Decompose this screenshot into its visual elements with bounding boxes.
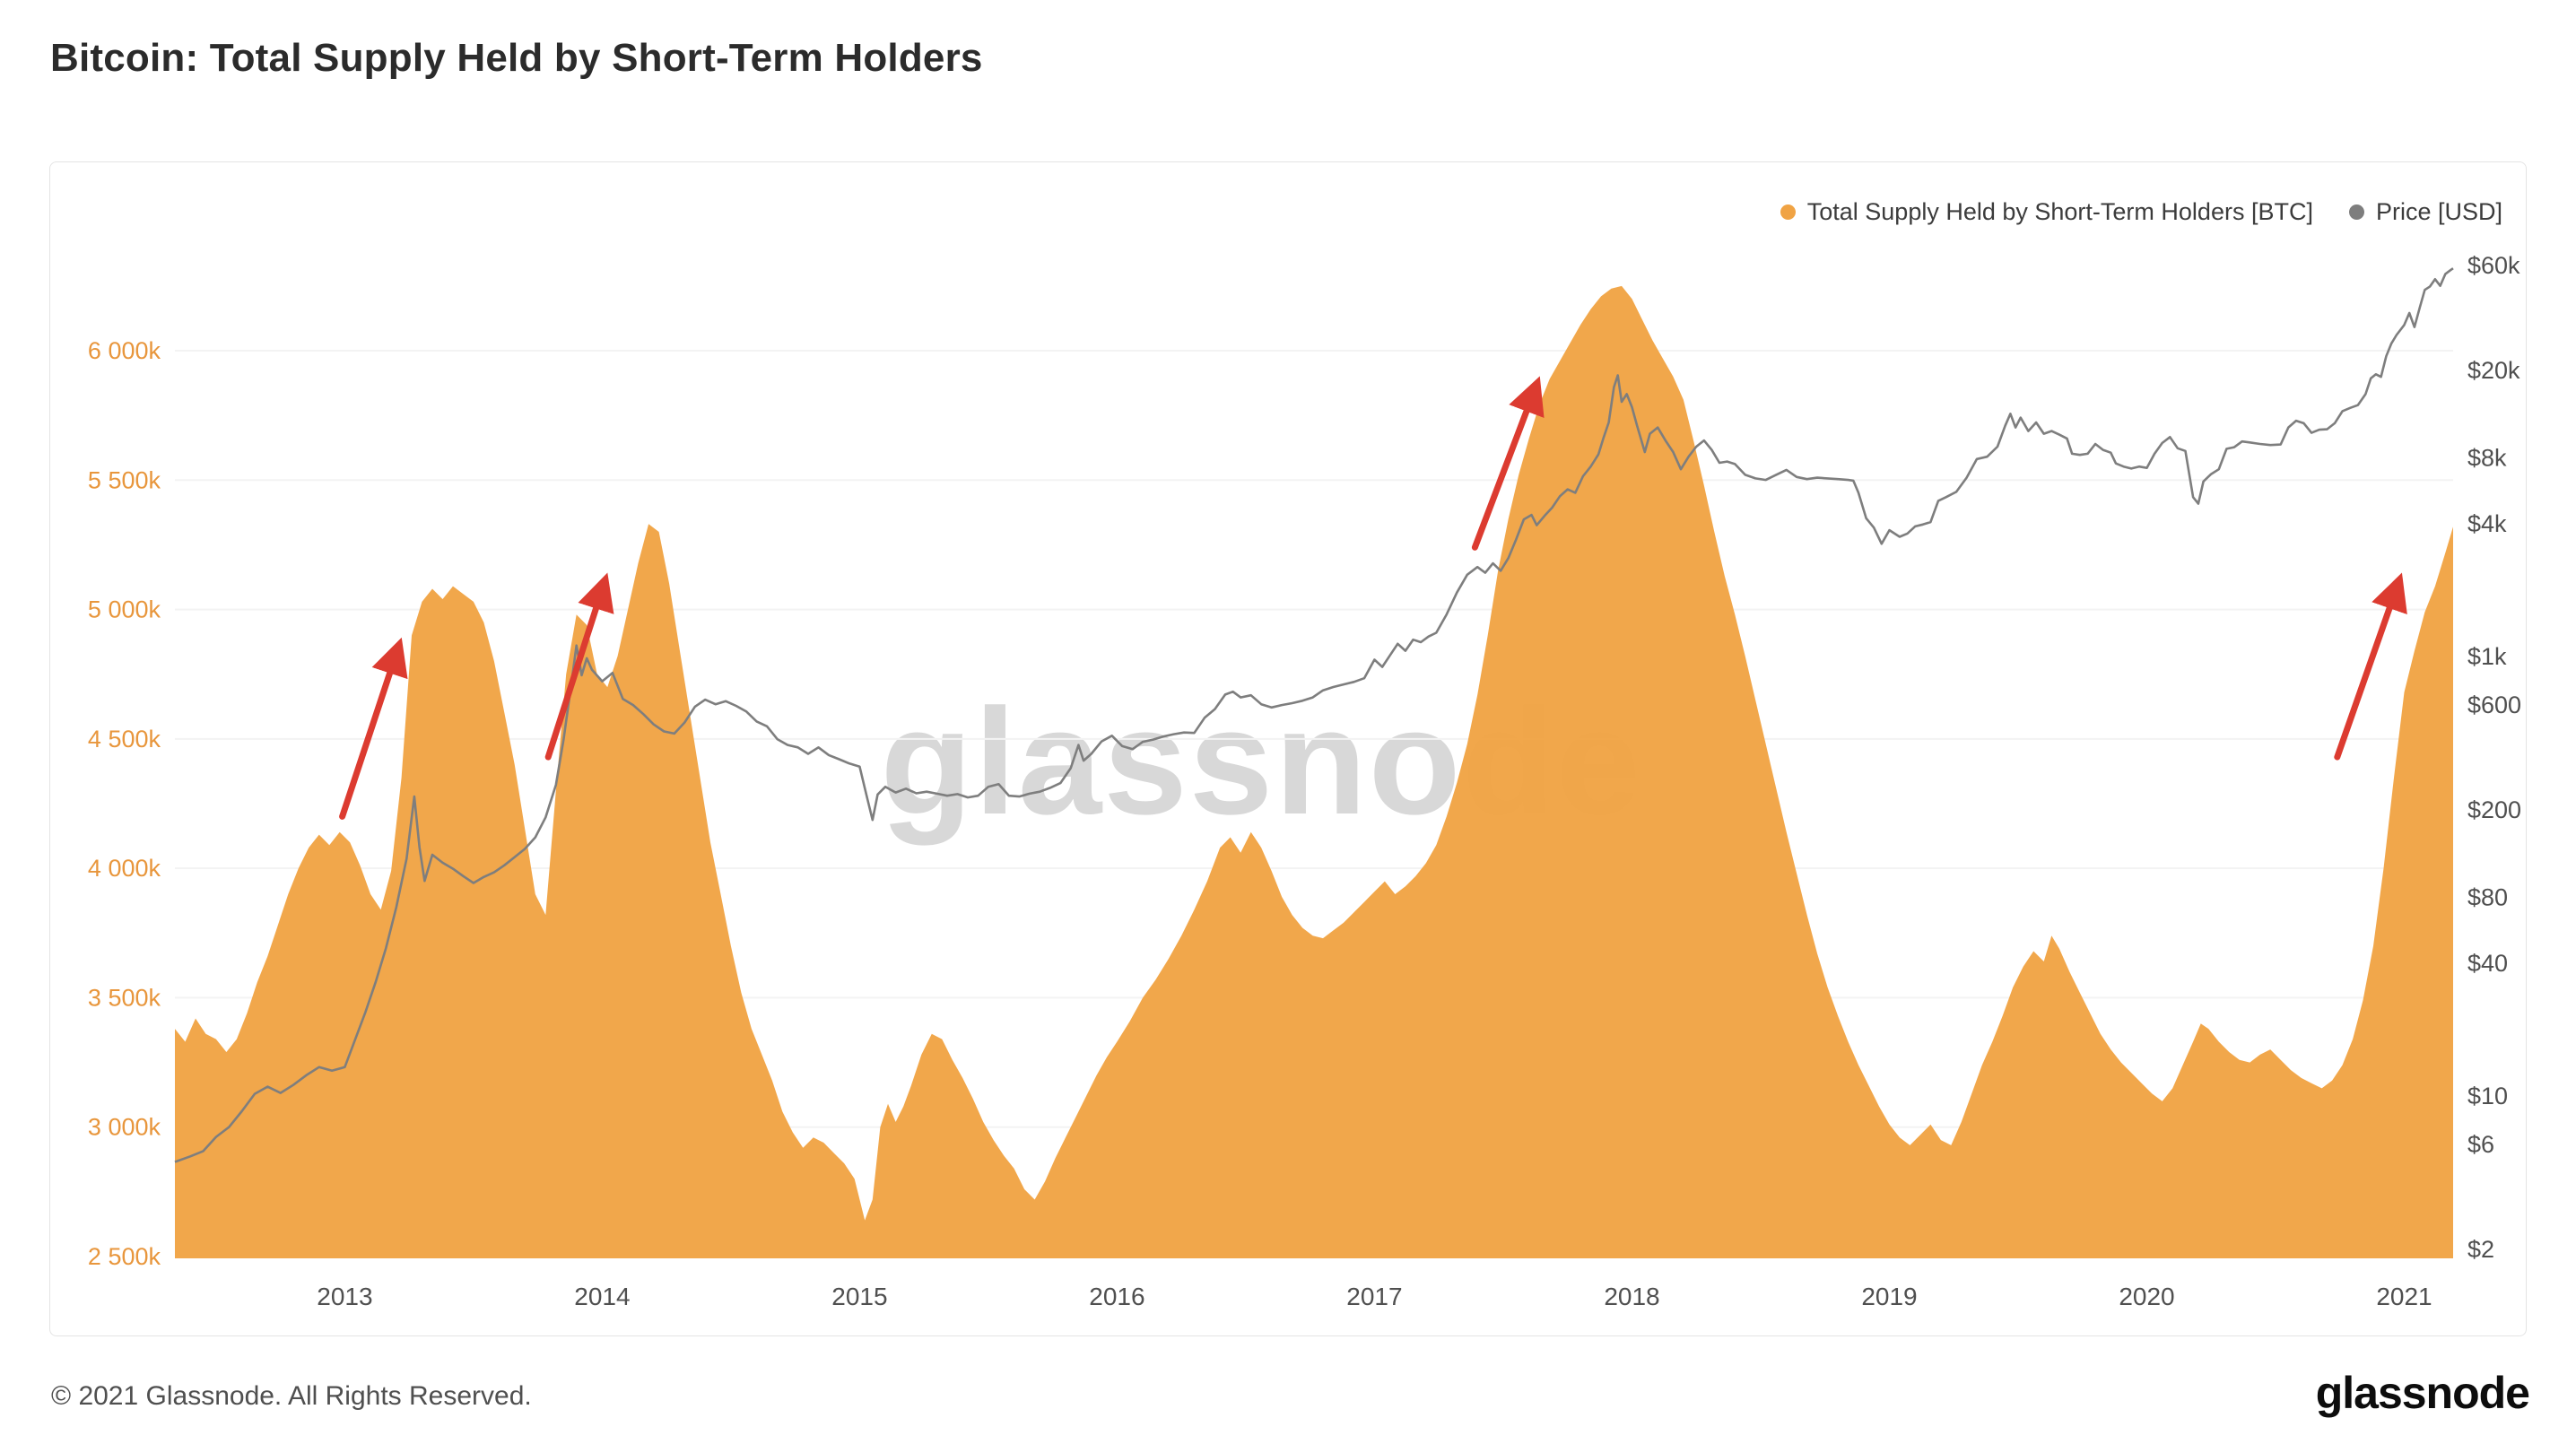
legend-item-supply[interactable]: Total Supply Held by Short-Term Holders … xyxy=(1780,198,2313,226)
copyright-text: © 2021 Glassnode. All Rights Reserved. xyxy=(51,1381,532,1411)
chart-legend: Total Supply Held by Short-Term Holders … xyxy=(1780,198,2502,226)
price-line-path xyxy=(174,267,2454,1163)
x-axis-tick-label: 2020 xyxy=(2119,1283,2174,1310)
red-up-arrow-icon xyxy=(544,572,614,761)
left-axis-tick-label: 3 000k xyxy=(88,1114,161,1141)
right-axis-tick-label: $20k xyxy=(2467,357,2520,384)
supply-area-series xyxy=(175,285,2453,1258)
left-axis-tick-label: 4 500k xyxy=(88,726,161,752)
red-arrow-annotations xyxy=(339,376,2407,820)
left-axis-tick-label: 2 500k xyxy=(88,1243,161,1270)
price-line-series xyxy=(174,267,2454,1163)
right-axis-tick-label: $2 xyxy=(2467,1236,2494,1263)
right-axis-tick-label: $80 xyxy=(2467,884,2508,911)
right-axis-tick-label: $8k xyxy=(2467,445,2507,472)
right-axis-price: $2 $6 $10 $40 $80 $200 $600 $1k $4k $8k $20k $60k xyxy=(2467,252,2521,1263)
left-axis-tick-label: 3 500k xyxy=(88,984,161,1011)
x-axis-tick-label: 2016 xyxy=(1089,1283,1144,1310)
right-axis-tick-label: $6 xyxy=(2467,1131,2494,1158)
legend-label-supply: Total Supply Held by Short-Term Holders … xyxy=(1806,198,2313,225)
legend-item-price[interactable]: Price [USD] xyxy=(2348,198,2502,226)
left-axis-tick-label: 6 000k xyxy=(88,337,161,364)
right-axis-tick-label: $4k xyxy=(2467,510,2507,537)
right-axis-tick-label: $40 xyxy=(2467,950,2508,977)
right-axis-tick-label: $200 xyxy=(2467,796,2521,823)
page-title: Bitcoin: Total Supply Held by Short-Term… xyxy=(50,36,983,80)
x-axis-years: 2013 2014 2015 2016 2017 2018 2019 2020 2021 xyxy=(317,1283,2432,1310)
right-axis-tick-label: $10 xyxy=(2467,1083,2508,1109)
x-axis-tick-label: 2021 xyxy=(2376,1283,2432,1310)
supply-area-path xyxy=(175,285,2453,1258)
x-axis-tick-label: 2019 xyxy=(1861,1283,1917,1310)
x-axis-tick-label: 2017 xyxy=(1346,1283,1402,1310)
glassnode-logo: glassnode xyxy=(2315,1368,2530,1418)
x-axis-tick-label: 2014 xyxy=(574,1283,630,1310)
right-axis-tick-label: $600 xyxy=(2467,692,2521,718)
legend-dot-supply-icon xyxy=(1780,204,1796,220)
legend-label-price: Price [USD] xyxy=(2375,198,2502,225)
red-up-arrow-icon xyxy=(1471,376,1545,551)
x-axis-tick-label: 2018 xyxy=(1604,1283,1659,1310)
left-axis-tick-label: 5 000k xyxy=(88,596,161,623)
chart-card: Total Supply Held by Short-Term Holders … xyxy=(49,161,2527,1336)
left-axis-tick-label: 5 500k xyxy=(88,466,161,493)
left-axis-tick-label: 4 000k xyxy=(88,855,161,882)
legend-dot-price-icon xyxy=(2348,204,2364,220)
red-up-arrow-icon xyxy=(339,637,408,820)
red-up-arrow-icon xyxy=(2334,572,2407,761)
right-axis-tick-label: $1k xyxy=(2467,643,2507,670)
left-axis-supply: 2 500k 3 000k 3 500k 4 000k 4 500k 5 000k 5 50… xyxy=(88,337,161,1270)
right-axis-tick-label: $60k xyxy=(2467,252,2520,279)
x-axis-tick-label: 2015 xyxy=(831,1283,887,1310)
x-axis-tick-label: 2013 xyxy=(317,1283,372,1310)
